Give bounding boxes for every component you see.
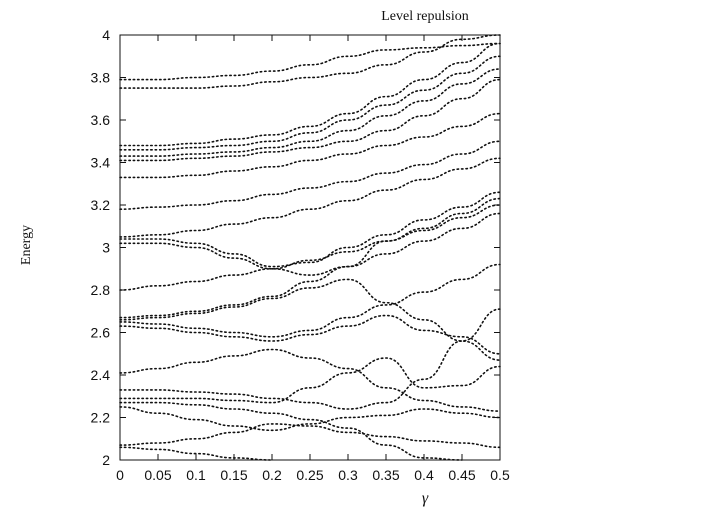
x-tick-label: 0 bbox=[116, 467, 124, 483]
energy-level-5 bbox=[119, 357, 501, 404]
x-tick-label: 0.3 bbox=[338, 467, 358, 483]
x-tick-label: 0.05 bbox=[144, 467, 171, 483]
axis-ticks: 0 0.05 0.1 0.15 0.2 0.25 0.3 0.35 0.4 0.45 0.5 2 2.2… bbox=[91, 27, 510, 483]
energy-level-19 bbox=[119, 68, 501, 157]
energy-level-14 bbox=[119, 191, 501, 268]
energy-level-13 bbox=[119, 197, 501, 276]
energy-level-9 bbox=[119, 263, 501, 338]
x-tick-label: 0.5 bbox=[490, 467, 510, 483]
energy-level-22 bbox=[119, 34, 501, 89]
y-tick-label: 3.8 bbox=[91, 70, 111, 86]
y-tick-label: 2 bbox=[102, 452, 110, 468]
y-tick-label: 2.8 bbox=[91, 282, 111, 298]
energy-level-18 bbox=[119, 78, 501, 162]
x-tick-label: 0.45 bbox=[448, 467, 475, 483]
energy-level-16 bbox=[119, 140, 501, 210]
energy-level-8 bbox=[119, 314, 501, 355]
energy-level-6 bbox=[119, 308, 501, 410]
energy-level-12 bbox=[119, 204, 501, 291]
y-tick-label: 3.2 bbox=[91, 197, 111, 213]
energy-level-curves bbox=[119, 34, 501, 461]
energy-level-17 bbox=[119, 112, 501, 179]
energy-level-11 bbox=[119, 212, 501, 319]
x-tick-label: 0.35 bbox=[372, 467, 399, 483]
energy-level-20 bbox=[119, 55, 501, 151]
energy-level-2 bbox=[119, 423, 501, 449]
energy-level-3 bbox=[119, 406, 501, 432]
x-axis-label: γ bbox=[422, 490, 429, 507]
energy-level-10 bbox=[119, 278, 501, 361]
y-tick-label: 2.6 bbox=[91, 325, 111, 341]
y-axis-label: Energy bbox=[19, 225, 34, 265]
x-tick-label: 0.25 bbox=[296, 467, 323, 483]
x-tick-label: 0.2 bbox=[262, 467, 282, 483]
x-tick-label: 0.15 bbox=[220, 467, 247, 483]
y-tick-label: 3 bbox=[102, 240, 110, 256]
y-tick-label: 4 bbox=[102, 27, 110, 43]
y-tick-label: 2.2 bbox=[91, 410, 111, 426]
x-tick-label: 0.1 bbox=[186, 467, 206, 483]
energy-level-21 bbox=[119, 42, 501, 147]
energy-level-7 bbox=[119, 348, 501, 412]
energy-level-1 bbox=[119, 446, 273, 461]
y-tick-label: 3.6 bbox=[91, 112, 111, 128]
x-tick-label: 0.4 bbox=[414, 467, 434, 483]
energy-level-4 bbox=[119, 401, 463, 461]
energy-level-23 bbox=[119, 42, 501, 81]
y-tick-label: 3.4 bbox=[91, 155, 111, 171]
energy-level-15 bbox=[119, 157, 501, 238]
chart-title: Level repulsion bbox=[381, 9, 468, 24]
y-tick-label: 2.4 bbox=[91, 367, 111, 383]
plot-frame bbox=[119, 34, 501, 461]
